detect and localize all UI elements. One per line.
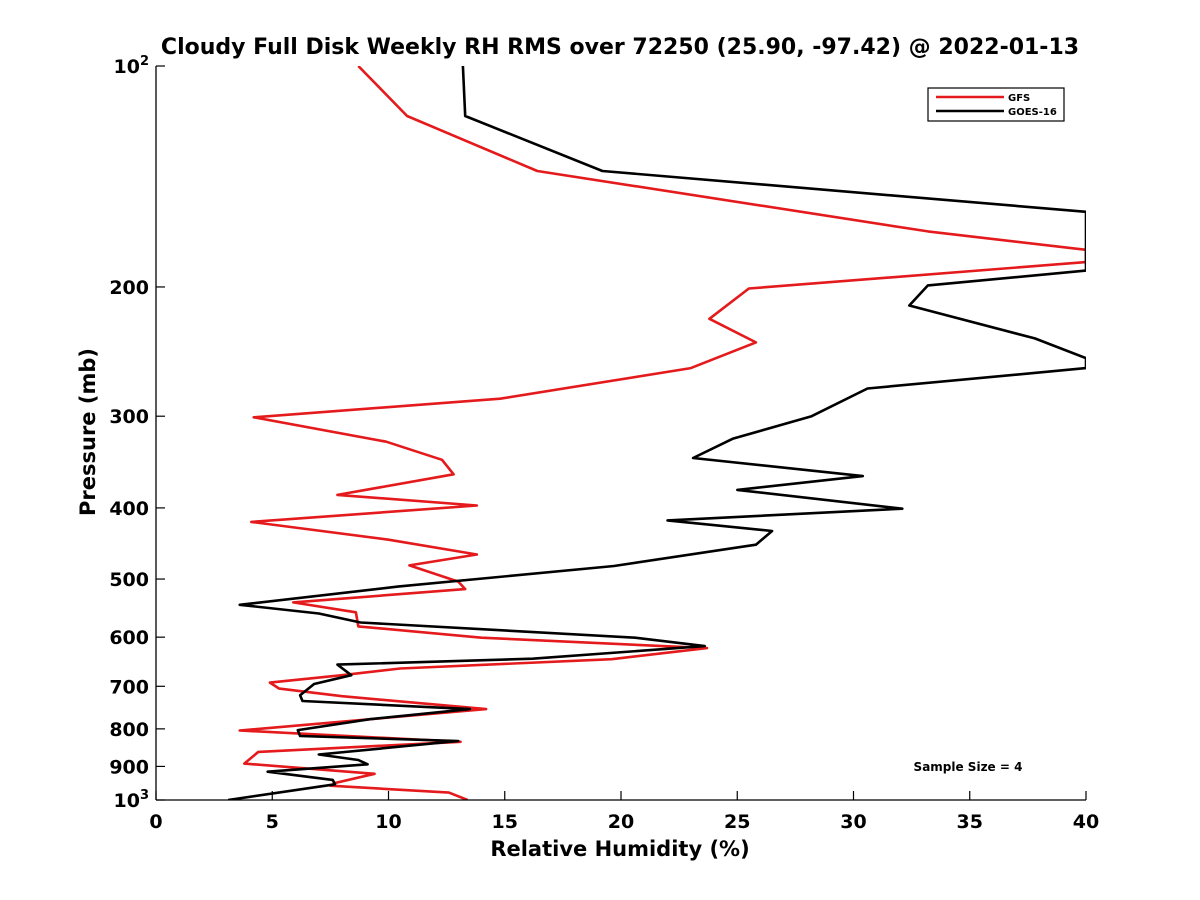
x-tick-label: 0 xyxy=(149,811,162,833)
y-tick-label: 400 xyxy=(109,498,149,520)
x-tick-label: 30 xyxy=(840,811,866,833)
y-tick-label: 600 xyxy=(109,627,149,649)
y-tick-label: 700 xyxy=(109,676,149,698)
sample-size-annotation: Sample Size = 4 xyxy=(914,760,1023,774)
plot-area: 0 5 10 15 20 25 30 35 40 102 200 300 400 500 600 700 800… xyxy=(109,54,1099,833)
series-line-goes-16 xyxy=(227,66,1086,800)
x-axis-label: Relative Humidity (%) xyxy=(490,837,749,861)
y-tick-label: 300 xyxy=(109,406,149,428)
legend-goes16-label: GOES-16 xyxy=(1008,107,1057,118)
y-tick-label: 103 xyxy=(114,788,150,812)
x-tick-label: 25 xyxy=(724,811,750,833)
chart-title: Cloudy Full Disk Weekly RH RMS over 7225… xyxy=(161,35,1079,60)
y-tick-label: 900 xyxy=(109,756,149,778)
x-tick-label: 5 xyxy=(266,811,279,833)
x-tick-label: 15 xyxy=(492,811,518,833)
y-tick-label: 102 xyxy=(114,54,150,78)
x-tick-label: 40 xyxy=(1073,811,1099,833)
x-tick-label: 35 xyxy=(957,811,983,833)
y-tick-label: 800 xyxy=(109,719,149,741)
y-tick-label: 200 xyxy=(109,277,149,299)
legend-gfs-label: GFS xyxy=(1008,93,1030,104)
y-tick-label: 500 xyxy=(109,569,149,591)
x-tick-label: 10 xyxy=(375,811,401,833)
y-axis-label: Pressure (mb) xyxy=(76,348,100,516)
legend-box xyxy=(927,87,1065,122)
legend: GFS GOES-16 xyxy=(927,87,1065,122)
x-tick-label: 20 xyxy=(608,811,634,833)
